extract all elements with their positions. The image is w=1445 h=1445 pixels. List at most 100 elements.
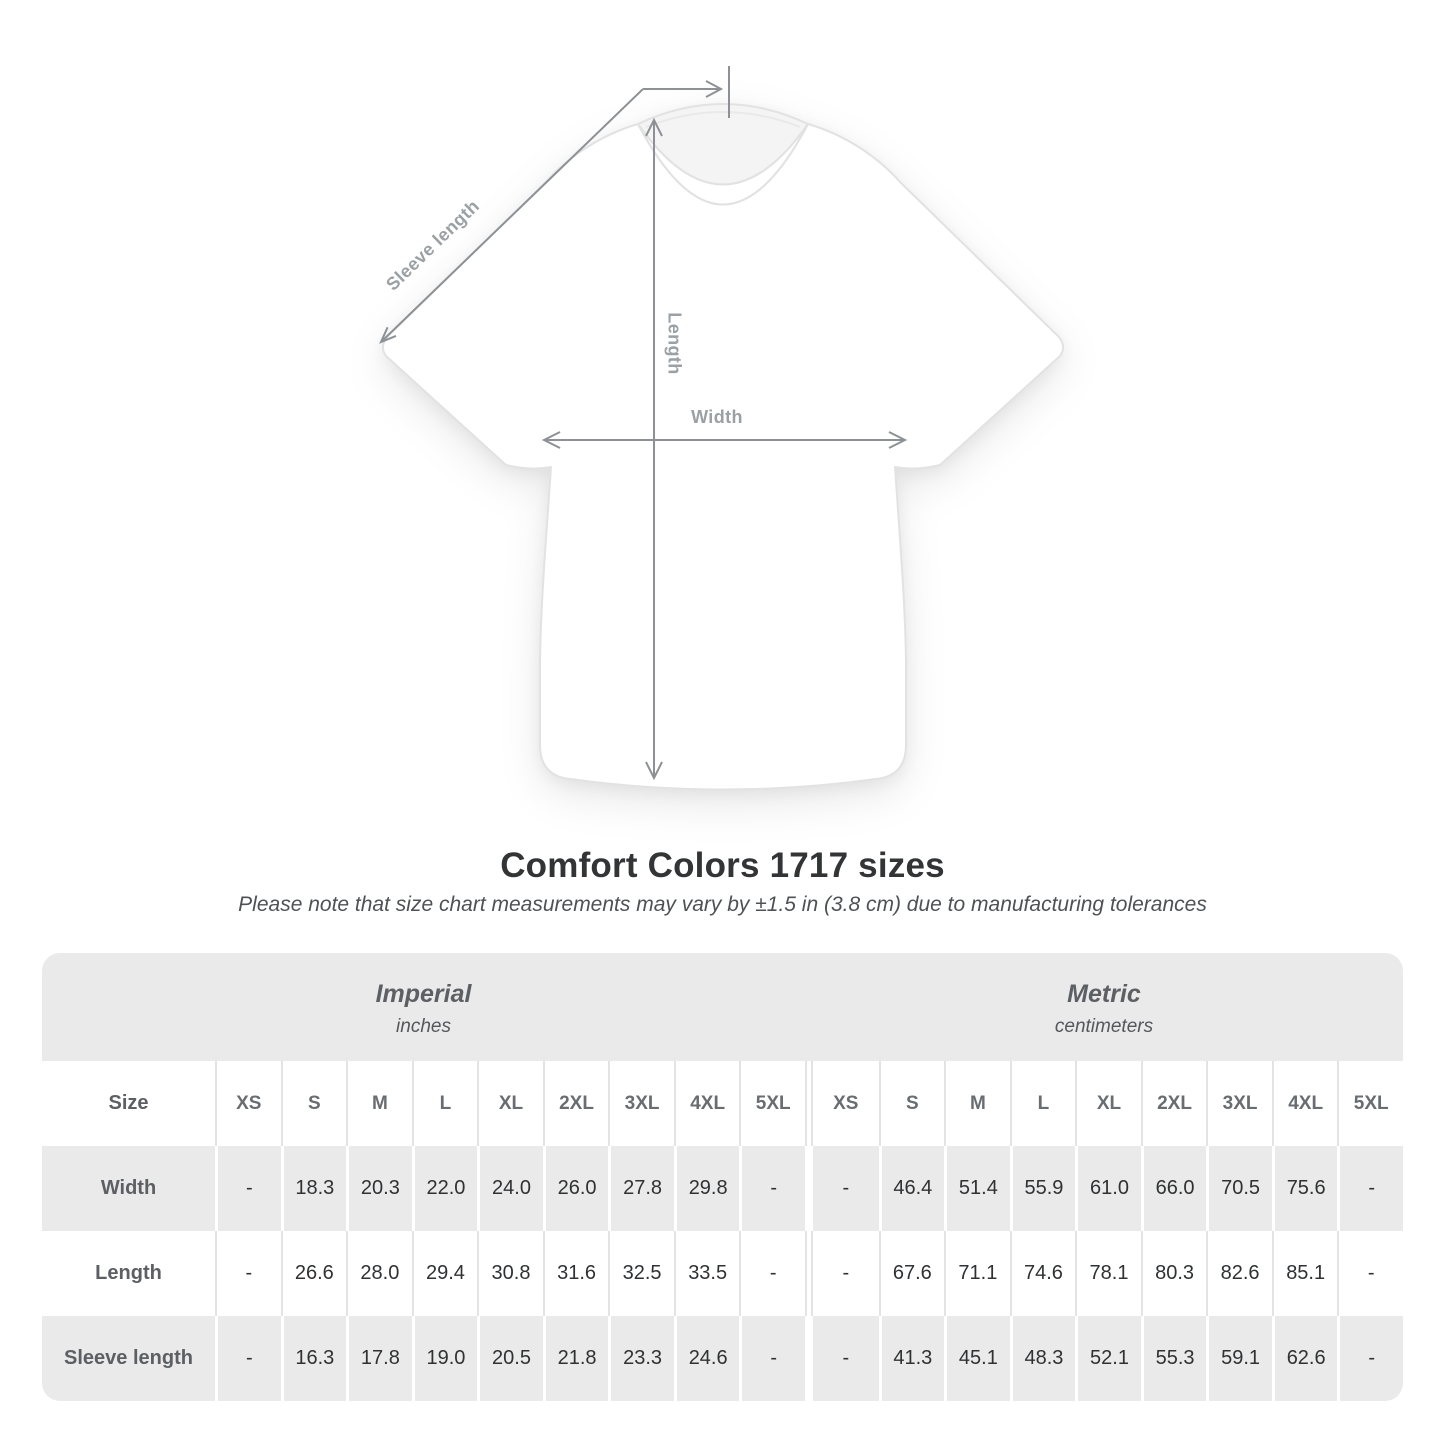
value-cell: 70.5 — [1206, 1146, 1272, 1231]
size-column-header: Size — [108, 1092, 149, 1114]
value-cell: 20.3 — [346, 1146, 412, 1231]
page-title: Comfort Colors 1717 sizes — [500, 846, 945, 885]
size-cell: XL — [1075, 1061, 1141, 1146]
value-cell: 23.3 — [608, 1316, 674, 1401]
tshirt-measurement-diagram: Sleeve length Length Width — [379, 66, 1064, 791]
value-cell: 66.0 — [1140, 1146, 1207, 1231]
size-cell: L — [1009, 1061, 1076, 1146]
table-row-sleeve-length: Sleeve length - 16.3 17.8 19.0 20.5 21.8… — [42, 1316, 1403, 1401]
row-label-width: Width — [42, 1146, 215, 1231]
value-cell: 59.1 — [1206, 1316, 1272, 1401]
value-cell: - — [215, 1231, 281, 1316]
value-cell: 16.3 — [280, 1316, 347, 1401]
value-cell: 26.6 — [280, 1231, 347, 1316]
value-cell: 67.6 — [878, 1231, 945, 1316]
width-label: Width — [691, 407, 743, 427]
row-label-sleeve-length: Sleeve length — [42, 1316, 215, 1401]
value-cell: 75.6 — [1271, 1146, 1338, 1231]
value-cell: 26.0 — [542, 1146, 609, 1231]
size-cell: XL — [477, 1061, 543, 1146]
value-cell: - — [739, 1146, 805, 1231]
length-arrowhead-bottom — [645, 761, 663, 781]
value-cell: - — [813, 1146, 879, 1231]
width-arrowhead-left — [541, 431, 561, 449]
value-cell: 55.9 — [1009, 1146, 1076, 1231]
size-cell: 4XL — [1271, 1061, 1338, 1146]
tshirt-graphic — [379, 66, 1064, 791]
size-cell: 3XL — [608, 1061, 674, 1146]
metric-unit: centimeters — [1054, 1016, 1154, 1037]
value-cell: 29.4 — [411, 1231, 478, 1316]
size-cell: XS — [833, 1092, 859, 1114]
imperial-title: Imperial — [375, 980, 472, 1008]
measurement-arrows — [379, 66, 908, 781]
size-cell: 5XL — [739, 1061, 805, 1146]
value-cell: 82.6 — [1206, 1231, 1272, 1316]
value-cell: 22.0 — [411, 1146, 478, 1231]
sleeve-arrowhead-left — [379, 326, 397, 344]
value-cell: 19.0 — [411, 1316, 478, 1401]
size-cell: 2XL — [542, 1061, 609, 1146]
value-cell: - — [1337, 1146, 1403, 1231]
value-cell: - — [215, 1146, 281, 1231]
tshirt-silhouette — [382, 103, 1064, 791]
table-row-width: Width - 18.3 20.3 22.0 24.0 26.0 27.8 29… — [42, 1146, 1403, 1231]
value-cell: 32.5 — [608, 1231, 674, 1316]
value-cell: 33.5 — [673, 1231, 740, 1316]
value-cell: 74.6 — [1009, 1231, 1076, 1316]
value-cell: - — [739, 1316, 805, 1401]
value-cell: - — [1337, 1316, 1403, 1401]
value-cell: 61.0 — [1075, 1146, 1141, 1231]
value-cell: 85.1 — [1271, 1231, 1338, 1316]
value-cell: 28.0 — [346, 1231, 412, 1316]
value-cell: 46.4 — [878, 1146, 945, 1231]
sleeve-arrowhead-right — [705, 80, 724, 98]
size-cell: 2XL — [1140, 1061, 1207, 1146]
value-cell: - — [1337, 1231, 1403, 1316]
section-divider — [805, 1316, 813, 1401]
value-cell: 29.8 — [673, 1146, 740, 1231]
sleeve-arrow-diagonal — [380, 88, 644, 343]
size-cell: S — [878, 1061, 945, 1146]
imperial-unit: inches — [396, 1016, 451, 1037]
value-cell: 48.3 — [1009, 1316, 1076, 1401]
section-divider — [805, 1061, 813, 1146]
value-cell: 17.8 — [346, 1316, 412, 1401]
value-cell: 71.1 — [944, 1231, 1010, 1316]
value-cell: - — [813, 1316, 879, 1401]
collar-band — [637, 123, 809, 206]
size-header-row: Size XS S M L XL 2XL 3XL 4XL 5XL XS S M … — [42, 1061, 1403, 1146]
value-cell: 21.8 — [542, 1316, 609, 1401]
value-cell: - — [739, 1231, 805, 1316]
size-cell: M — [944, 1061, 1010, 1146]
value-cell: - — [842, 1262, 850, 1284]
value-cell: 51.4 — [944, 1146, 1010, 1231]
size-cell: 3XL — [1206, 1061, 1272, 1146]
size-cell: 4XL — [673, 1061, 740, 1146]
value-cell: 45.1 — [944, 1316, 1010, 1401]
metric-title: Metric — [1067, 980, 1141, 1008]
value-cell: 31.6 — [542, 1231, 609, 1316]
size-cell: S — [280, 1061, 347, 1146]
row-label-length: Length — [95, 1262, 162, 1284]
value-cell: 20.5 — [477, 1316, 543, 1401]
unit-section-band: Imperial inches Metric centimeters — [42, 953, 1403, 1061]
value-cell: 24.6 — [673, 1316, 740, 1401]
table-row-length: Length - 26.6 28.0 29.4 30.8 31.6 32.5 3… — [42, 1231, 1403, 1316]
metric-section-header: Metric centimeters — [805, 953, 1403, 1061]
width-arrowhead-right — [888, 431, 908, 449]
value-cell: 24.0 — [477, 1146, 543, 1231]
value-cell: 80.3 — [1140, 1231, 1207, 1316]
size-cell: XS — [215, 1061, 281, 1146]
value-cell: 62.6 — [1271, 1316, 1338, 1401]
value-cell: 52.1 — [1075, 1316, 1141, 1401]
length-label: Length — [664, 312, 685, 375]
value-cell: 30.8 — [477, 1231, 543, 1316]
value-cell: 27.8 — [608, 1146, 674, 1231]
length-arrowhead-top — [645, 117, 663, 137]
size-cell: M — [346, 1061, 412, 1146]
value-cell: - — [215, 1316, 281, 1401]
section-divider — [805, 1231, 813, 1316]
section-divider — [805, 1146, 813, 1231]
value-cell: 78.1 — [1075, 1231, 1141, 1316]
